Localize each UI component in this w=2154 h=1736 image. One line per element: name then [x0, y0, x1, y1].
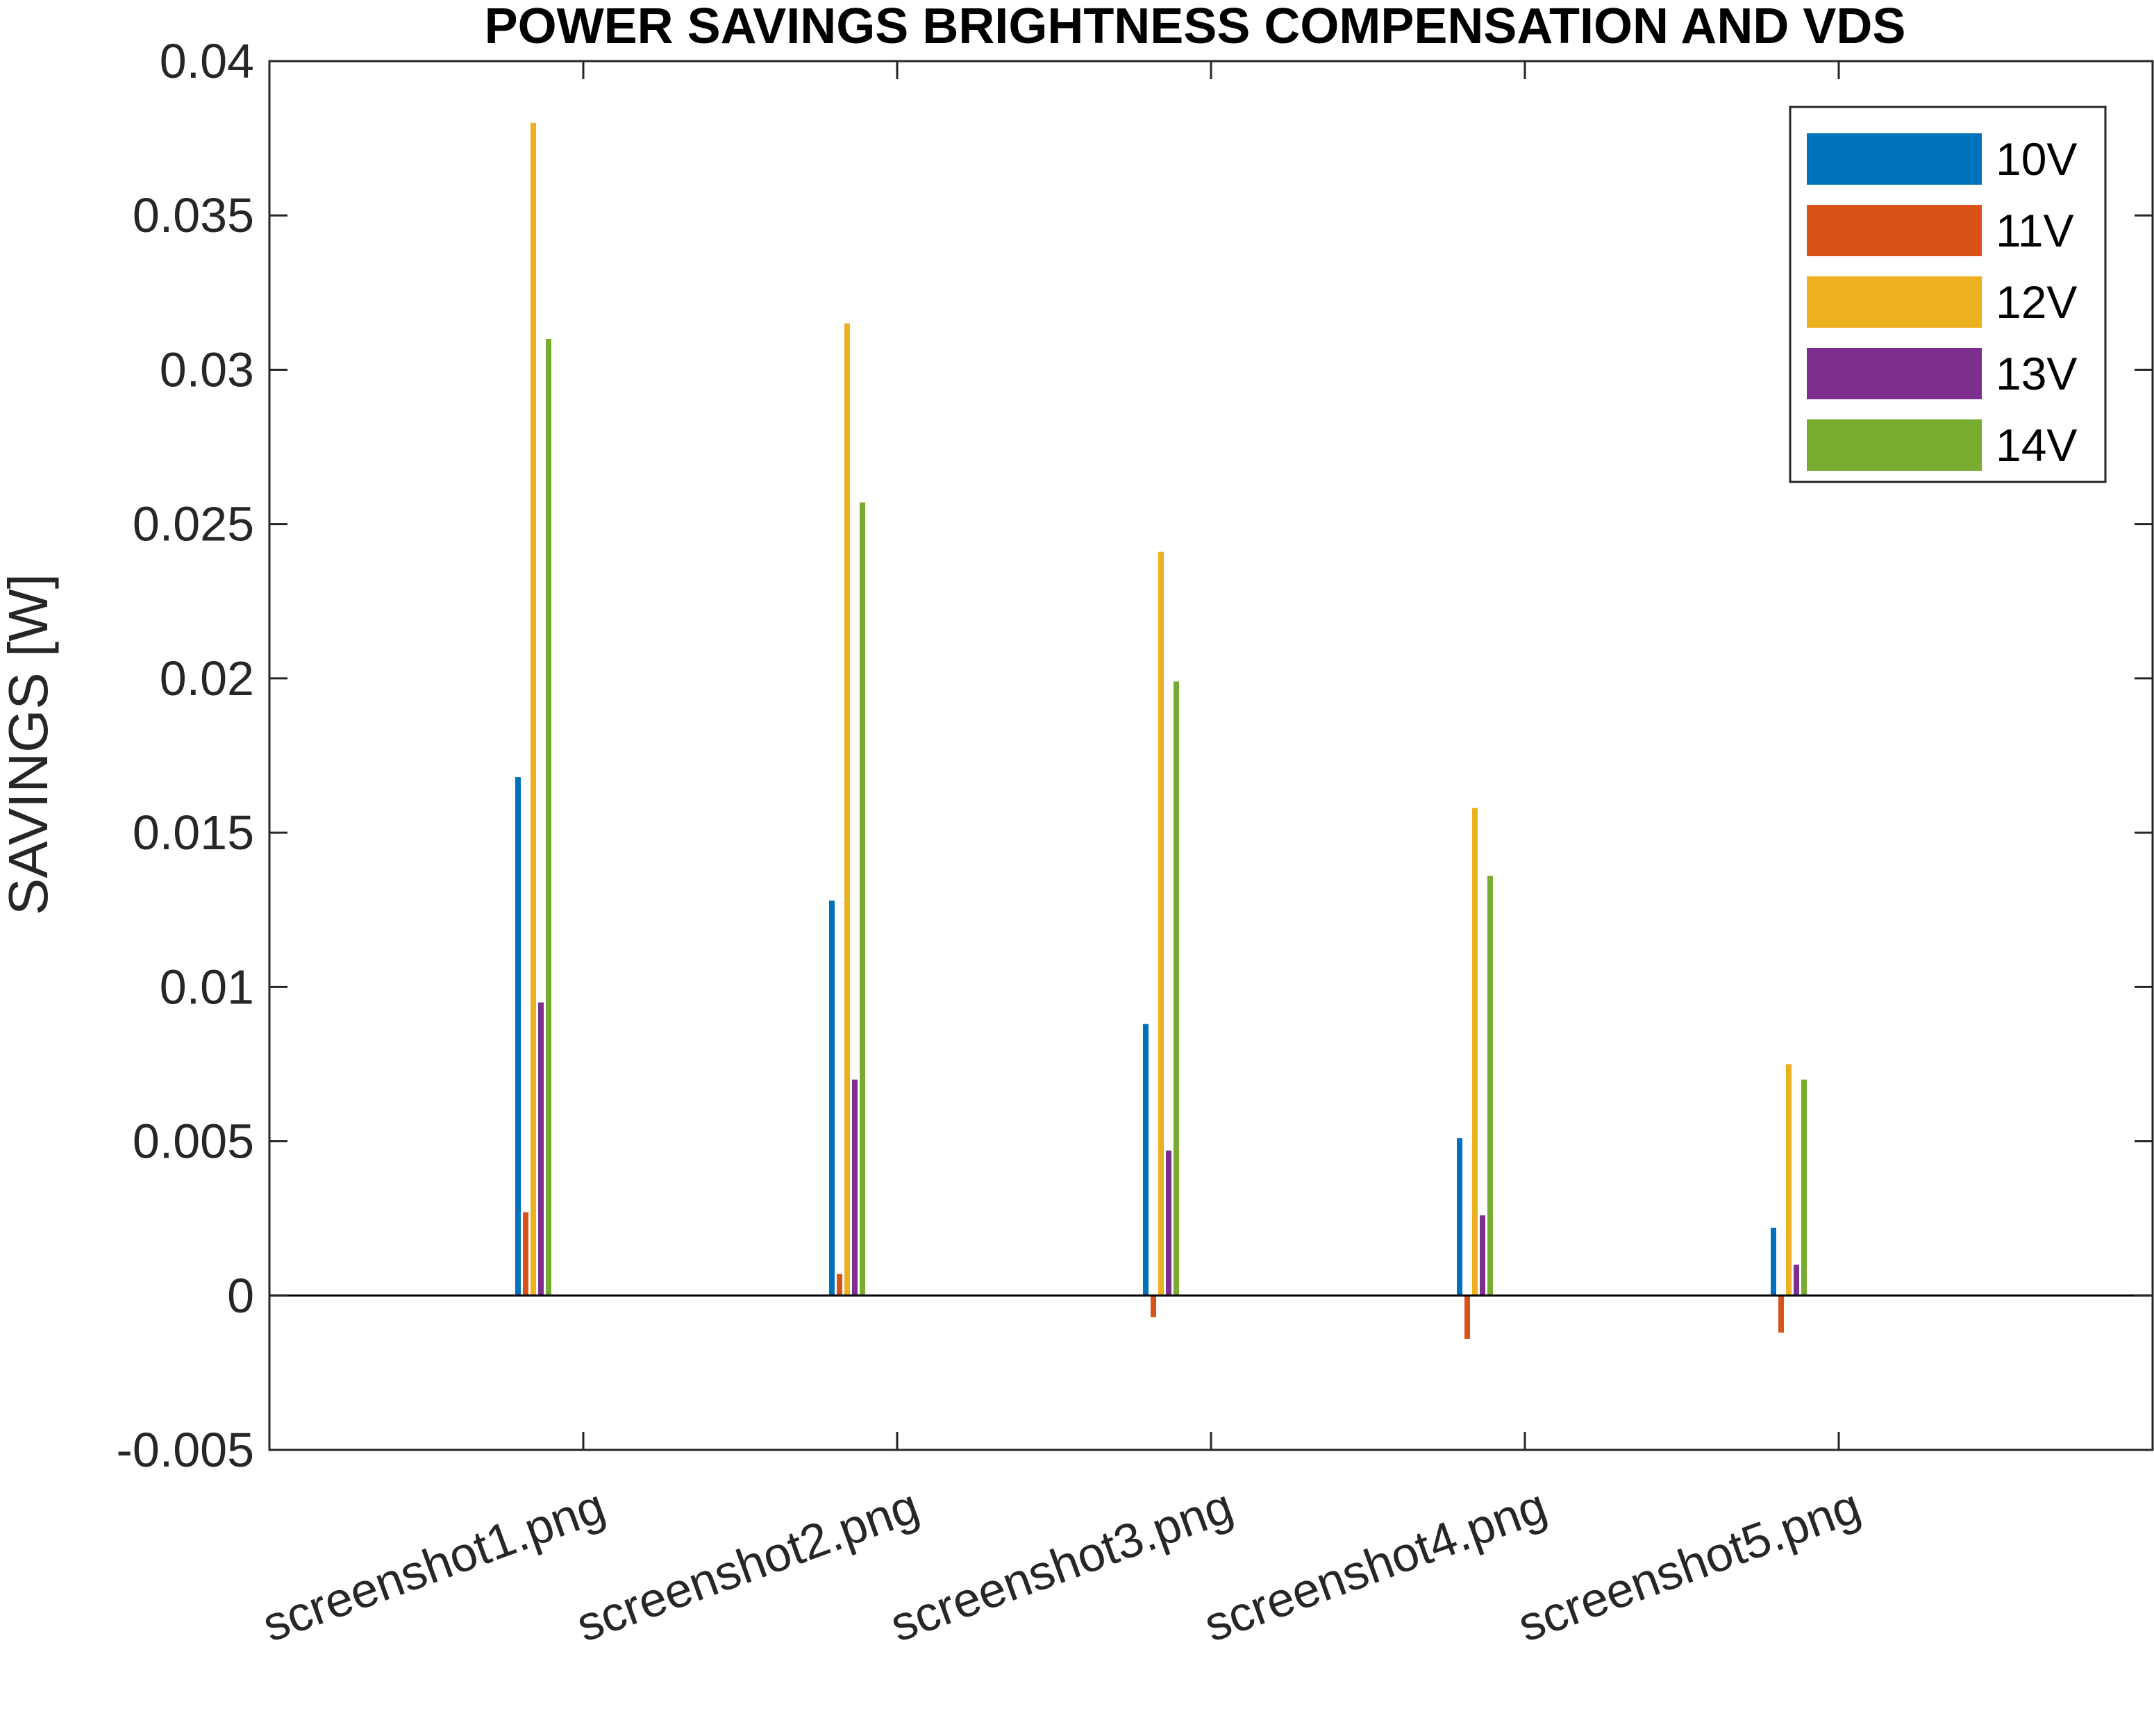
y-tick-label: 0.01 [160, 960, 254, 1014]
bar-14V-3 [1487, 876, 1493, 1296]
bar-11V-2 [1151, 1295, 1156, 1317]
bar-14V-0 [546, 339, 551, 1296]
legend-swatch-10V [1807, 133, 1982, 185]
x-tick-label: screenshot3.png [883, 1478, 1239, 1652]
bar-12V-2 [1158, 551, 1164, 1296]
x-tick-label-group: screenshot1.png [256, 1478, 612, 1652]
bar-11V-1 [837, 1274, 842, 1296]
bar-13V-3 [1480, 1215, 1485, 1296]
x-tick-label-group: screenshot3.png [883, 1478, 1239, 1652]
y-axis-label: SAVINGS [W] [0, 574, 59, 915]
bar-12V-4 [1786, 1064, 1792, 1296]
bar-13V-4 [1794, 1265, 1799, 1296]
legend-swatch-11V [1807, 205, 1982, 256]
legend-label-13V: 13V [1996, 348, 2077, 399]
legend-swatch-14V [1807, 419, 1982, 471]
bar-12V-3 [1472, 808, 1478, 1296]
y-tick-label: 0.035 [133, 188, 254, 242]
chart-title: POWER SAVINGS BRIGHTNESS COMPENSATION AN… [485, 0, 1906, 54]
y-axis-label-group: SAVINGS [W] [0, 574, 59, 915]
bar-10V-3 [1457, 1138, 1462, 1296]
legend-label-10V: 10V [1996, 133, 2077, 185]
bar-14V-1 [860, 502, 865, 1296]
legend-swatch-13V [1807, 348, 1982, 399]
y-tick-label: 0 [227, 1269, 254, 1323]
y-ticks-layer: -0.005 0 0.005 0.01 0.015 0.02 0.025 0.03 0.035 0… [117, 34, 2153, 1477]
x-tick-label: screenshot2.png [569, 1478, 926, 1652]
y-tick-label: 0.005 [133, 1115, 254, 1169]
bar-13V-0 [538, 1002, 544, 1296]
y-tick-label: 0.025 [133, 497, 254, 551]
legend-label-11V: 11V [1996, 205, 2074, 256]
legend-label-12V: 12V [1996, 276, 2077, 328]
y-tick-label: 0.04 [160, 34, 254, 88]
x-tick-label: screenshot5.png [1511, 1478, 1867, 1652]
y-tick-label: 0.015 [133, 806, 254, 860]
bar-12V-1 [844, 323, 850, 1296]
legend: 10V 11V 12V 13V 14V [1789, 106, 2107, 483]
x-ticks-layer: screenshot1.pngscreenshot2.pngscreenshot… [256, 61, 1867, 1652]
x-tick-label: screenshot4.png [1197, 1478, 1553, 1652]
bars-layer [515, 122, 1807, 1339]
y-tick-label: 0.02 [160, 651, 254, 706]
bar-11V-3 [1464, 1295, 1470, 1339]
bar-10V-4 [1771, 1228, 1776, 1296]
bar-11V-4 [1778, 1295, 1784, 1333]
bar-10V-1 [829, 900, 835, 1296]
bar-12V-0 [531, 122, 536, 1296]
bar-14V-4 [1801, 1079, 1807, 1296]
x-tick-label-group: screenshot4.png [1197, 1478, 1553, 1652]
y-tick-label: -0.005 [117, 1423, 254, 1477]
bar-13V-1 [852, 1079, 858, 1296]
bar-10V-2 [1143, 1024, 1149, 1296]
y-tick-label: 0.03 [160, 342, 254, 397]
legend-swatch-12V [1807, 276, 1982, 328]
x-tick-label: screenshot1.png [256, 1478, 612, 1652]
x-tick-label-group: screenshot2.png [569, 1478, 926, 1652]
bar-13V-2 [1166, 1150, 1171, 1296]
bar-11V-0 [523, 1212, 528, 1296]
legend-label-14V: 14V [1996, 419, 2077, 471]
x-tick-label-group: screenshot5.png [1511, 1478, 1867, 1652]
bar-14V-2 [1174, 681, 1179, 1296]
bar-10V-0 [515, 777, 521, 1296]
